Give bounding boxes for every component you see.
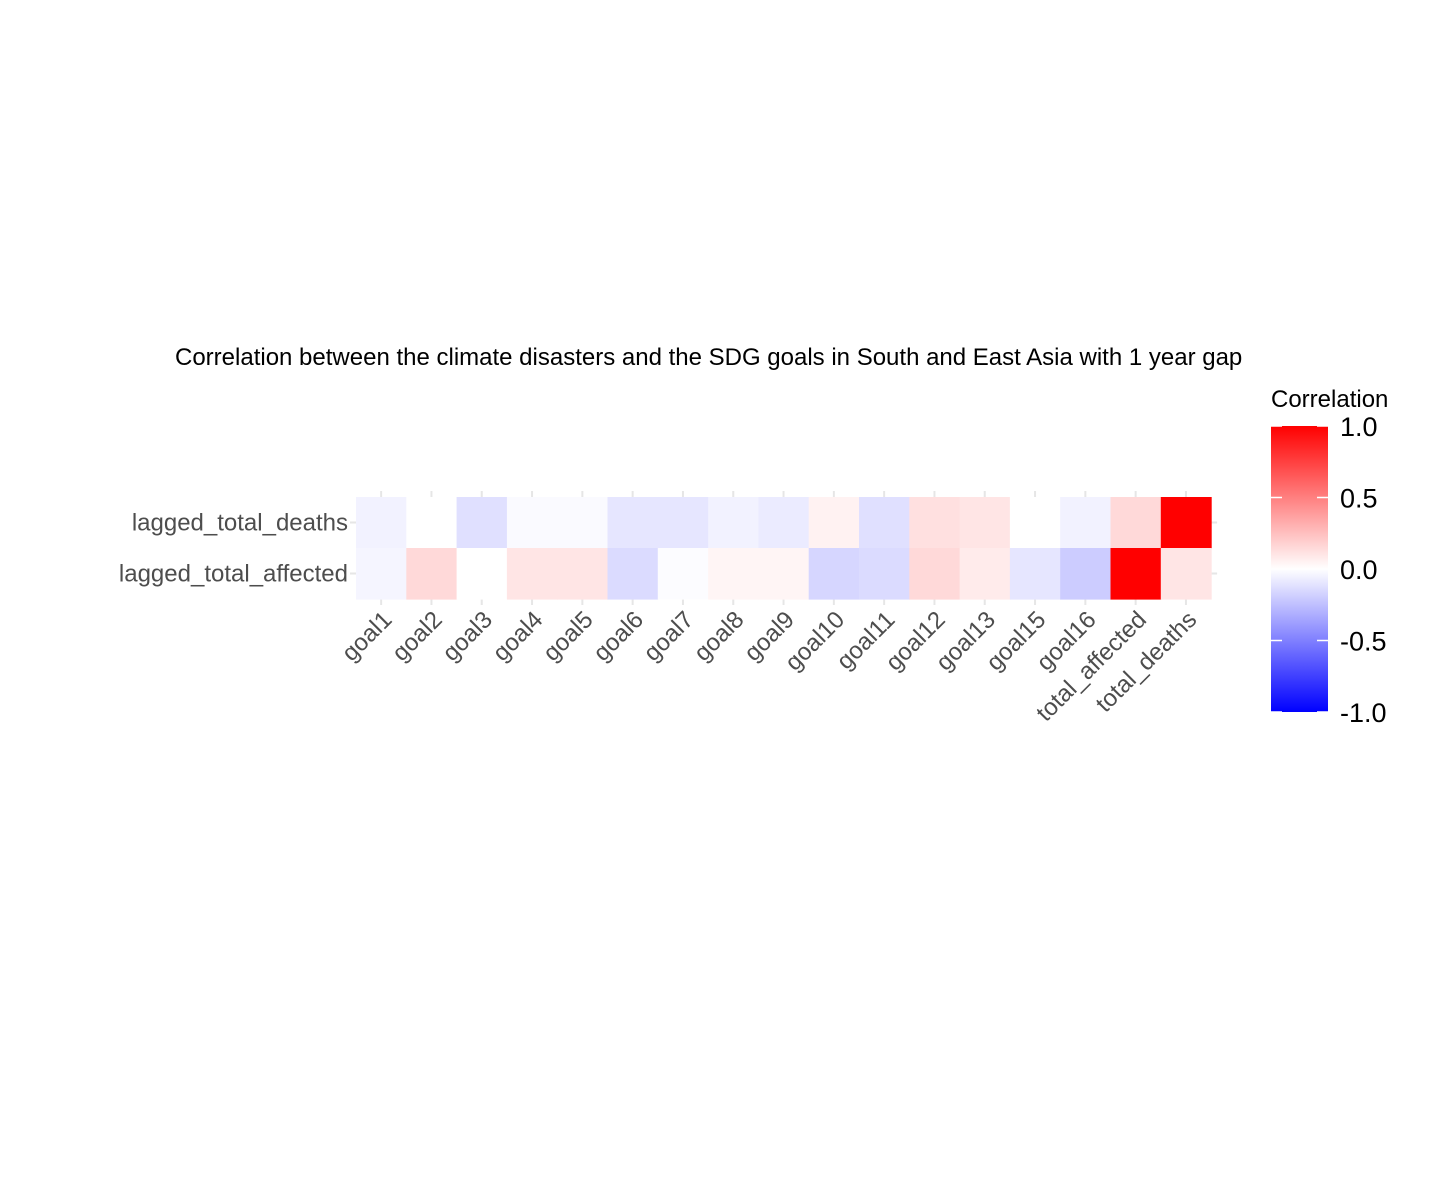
heatmap-cell-lagged_total_deaths-goal5 (557, 497, 609, 549)
heatmap-cell-lagged_total_deaths-goal10 (808, 497, 860, 549)
heatmap-cell-lagged_total_deaths-goal11 (859, 497, 910, 549)
legend-tick-label: -1.0 (1340, 698, 1387, 728)
heatmap-cell-lagged_total_deaths-goal7 (657, 497, 709, 549)
x-tick-label-goal8: goal8 (689, 606, 750, 667)
heatmap-cell-lagged_total_affected-goal13 (959, 548, 1011, 600)
heatmap-cell-lagged_total_affected-goal6 (607, 548, 659, 600)
heatmap-cell-lagged_total_deaths-goal15 (1009, 497, 1061, 549)
heatmap-cell-lagged_total_affected-goal10 (808, 548, 860, 600)
legend-tick-label: 0.0 (1340, 555, 1378, 585)
x-tick-label-goal5: goal5 (538, 606, 599, 667)
chart-title: Correlation between the climate disaster… (175, 344, 1243, 371)
heatmap-cell-lagged_total_affected-goal2 (406, 548, 458, 600)
heatmap-cell-lagged_total_deaths-goal3 (456, 497, 508, 549)
heatmap-cell-lagged_total_affected-goal15 (1009, 548, 1061, 600)
legend-title: Correlation (1271, 386, 1389, 413)
heatmap-cell-lagged_total_deaths-goal8 (708, 497, 759, 549)
heatmap-cell-lagged_total_affected-goal3 (456, 548, 508, 600)
heatmap-cell-lagged_total_affected-goal12 (909, 548, 961, 600)
x-tick-label-goal4: goal4 (488, 606, 549, 667)
heatmap-cell-lagged_total_deaths-total_deaths (1160, 497, 1212, 549)
legend-tick-label: -0.5 (1340, 627, 1387, 657)
legend-tick-label: 1.0 (1340, 412, 1378, 442)
heatmap-cell-lagged_total_affected-goal1 (356, 548, 407, 600)
legend-tick-label: 0.5 (1340, 484, 1378, 514)
x-tick-label-goal3: goal3 (437, 606, 498, 667)
heatmap-cell-lagged_total_affected-goal16 (1060, 548, 1112, 600)
heatmap-cell-lagged_total_deaths-goal12 (909, 497, 961, 549)
heatmap-cell-lagged_total_deaths-goal2 (406, 497, 458, 549)
heatmap-cell-lagged_total_deaths-goal9 (758, 497, 810, 549)
x-tick-label-goal2: goal2 (387, 606, 448, 667)
heatmap-cell-lagged_total_affected-goal4 (506, 548, 558, 600)
heatmap-cell-lagged_total_deaths-goal13 (959, 497, 1011, 549)
heatmap-cell-lagged_total_affected-total_affected (1110, 548, 1162, 600)
x-tick-label-goal7: goal7 (639, 606, 700, 667)
y-tick-label-lagged_total_affected: lagged_total_affected (119, 561, 348, 588)
x-tick-label-goal6: goal6 (588, 606, 649, 667)
y-tick-label-lagged_total_deaths: lagged_total_deaths (132, 510, 348, 537)
heatmap-cell-lagged_total_affected-total_deaths (1160, 548, 1212, 600)
heatmap-cell-lagged_total_affected-goal5 (557, 548, 609, 600)
heatmap-cell-lagged_total_affected-goal7 (657, 548, 709, 600)
heatmap-cell-lagged_total_deaths-goal1 (356, 497, 407, 549)
heatmap-cell-lagged_total_deaths-goal16 (1060, 497, 1112, 549)
heatmap-cell-lagged_total_deaths-goal6 (607, 497, 659, 549)
heatmap-cell-lagged_total_deaths-total_affected (1110, 497, 1162, 549)
heatmap-cell-lagged_total_affected-goal8 (708, 548, 759, 600)
heatmap-cell-lagged_total_deaths-goal4 (506, 497, 558, 549)
heatmap-cell-lagged_total_affected-goal9 (758, 548, 810, 600)
x-tick-label-goal1: goal1 (337, 606, 398, 667)
heatmap-cell-lagged_total_affected-goal11 (859, 548, 910, 600)
